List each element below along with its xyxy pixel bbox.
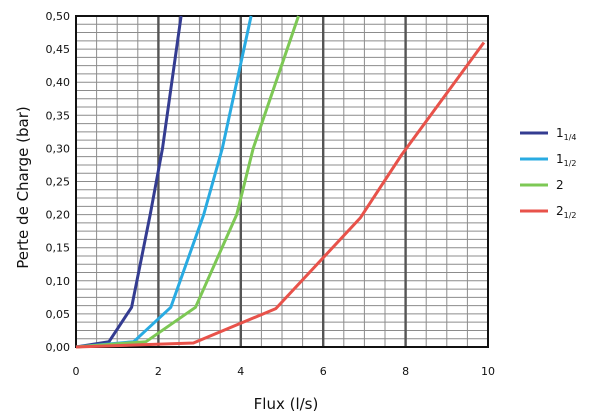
y-tick-label: 0,45 — [46, 43, 71, 56]
y-tick-label: 0,35 — [46, 109, 71, 122]
grid-major — [157, 16, 407, 347]
series-lines — [75, 15, 486, 349]
y-tick-label: 0,05 — [46, 308, 71, 321]
x-tick-label: 10 — [481, 365, 495, 378]
series-line-4 — [75, 41, 486, 349]
y-tick-label: 0,25 — [46, 176, 71, 189]
series-line-1 — [75, 15, 183, 349]
legend-label-subscript: 1/2 — [564, 159, 577, 168]
x-axis-ticks: 0 2 4 6 8 10 — [73, 365, 496, 378]
y-axis-title: Perte de Charge (bar) — [14, 106, 32, 268]
series-line-3 — [75, 15, 300, 349]
legend-label-2: 11/2 — [556, 152, 577, 168]
legend: 11/4 11/2 2 21/2 — [520, 126, 577, 220]
legend-label-subscript: 1/4 — [564, 133, 577, 142]
legend-label-4: 21/2 — [556, 204, 577, 220]
legend-label-1: 11/4 — [556, 126, 577, 142]
y-axis-ticks: 0,00 0,05 0,10 0,15 0,20 0,25 0,30 0,35 0,40 0,45… — [46, 10, 71, 354]
x-axis-title: Flux (l/s) — [254, 395, 319, 413]
y-tick-label: 0,15 — [46, 242, 71, 255]
y-tick-label: 0,20 — [46, 209, 71, 222]
x-tick-label: 4 — [237, 365, 244, 378]
x-tick-label: 8 — [402, 365, 409, 378]
x-tick-label: 0 — [73, 365, 80, 378]
y-tick-label: 0,40 — [46, 76, 71, 89]
legend-label-3: 2 — [556, 178, 564, 192]
plot-frame — [75, 15, 489, 348]
legend-label-subscript: 1/2 — [564, 211, 577, 220]
y-tick-label: 0,50 — [46, 10, 71, 23]
y-tick-label: 0,10 — [46, 275, 71, 288]
x-tick-label: 6 — [320, 365, 327, 378]
y-tick-label: 0,30 — [46, 142, 71, 155]
y-tick-label: 0,00 — [46, 341, 71, 354]
x-tick-label: 2 — [155, 365, 162, 378]
